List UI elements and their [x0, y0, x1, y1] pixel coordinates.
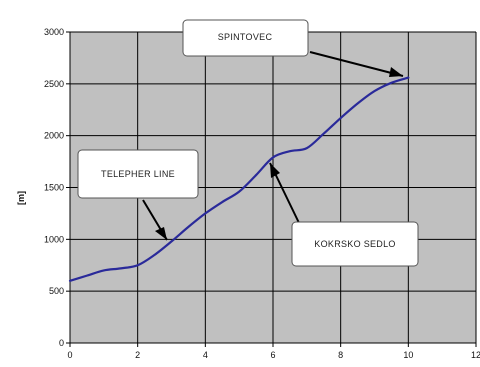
callout-spintovec-text: SPINTOVEC [218, 32, 273, 42]
callout-spintovec: SPINTOVEC [182, 19, 404, 77]
callout-kokrsko-sedlo-arrowhead [270, 163, 280, 178]
callout-telepher-line-arrowhead [155, 227, 167, 240]
y-tick-label: 1000 [44, 234, 64, 244]
callout-kokrsko-sedlo-box [291, 221, 419, 267]
y-tick-label: 500 [49, 286, 64, 296]
x-tick-label: 0 [67, 350, 72, 360]
callout-telepher-line: TELEPHER LINE [77, 149, 199, 241]
x-tick-labels: 0 2 4 6 8 10 12 [67, 343, 480, 360]
callout-spintovec-arrow [309, 51, 404, 77]
x-tick-label: 12 [471, 350, 480, 360]
x-tick-label: 6 [270, 350, 275, 360]
x-tick-label: 10 [403, 350, 413, 360]
y-tick-labels: 0 500 1000 1500 2000 2500 3000 [44, 27, 70, 348]
y-axis-label: [m] [16, 191, 26, 205]
x-tick-label: 8 [338, 350, 343, 360]
callout-telepher-line-text: TELEPHER LINE [101, 169, 175, 179]
callout-spintovec-box [182, 19, 309, 57]
x-tick-label: 2 [135, 350, 140, 360]
callout-kokrsko-sedlo: KOKRSKO SEDLO [269, 162, 419, 267]
x-tick-label: 4 [203, 350, 208, 360]
y-tick-label: 2500 [44, 79, 64, 89]
callout-spintovec-arrowhead [389, 67, 403, 77]
y-tick-label: 2000 [44, 131, 64, 141]
y-tick-label: 3000 [44, 27, 64, 37]
callout-kokrsko-sedlo-text: KOKRSKO SEDLO [314, 239, 395, 249]
y-tick-label: 0 [59, 338, 64, 348]
callout-telepher-line-box [77, 149, 199, 199]
y-tick-label: 1500 [44, 183, 64, 193]
series-line [68, 76, 410, 282]
